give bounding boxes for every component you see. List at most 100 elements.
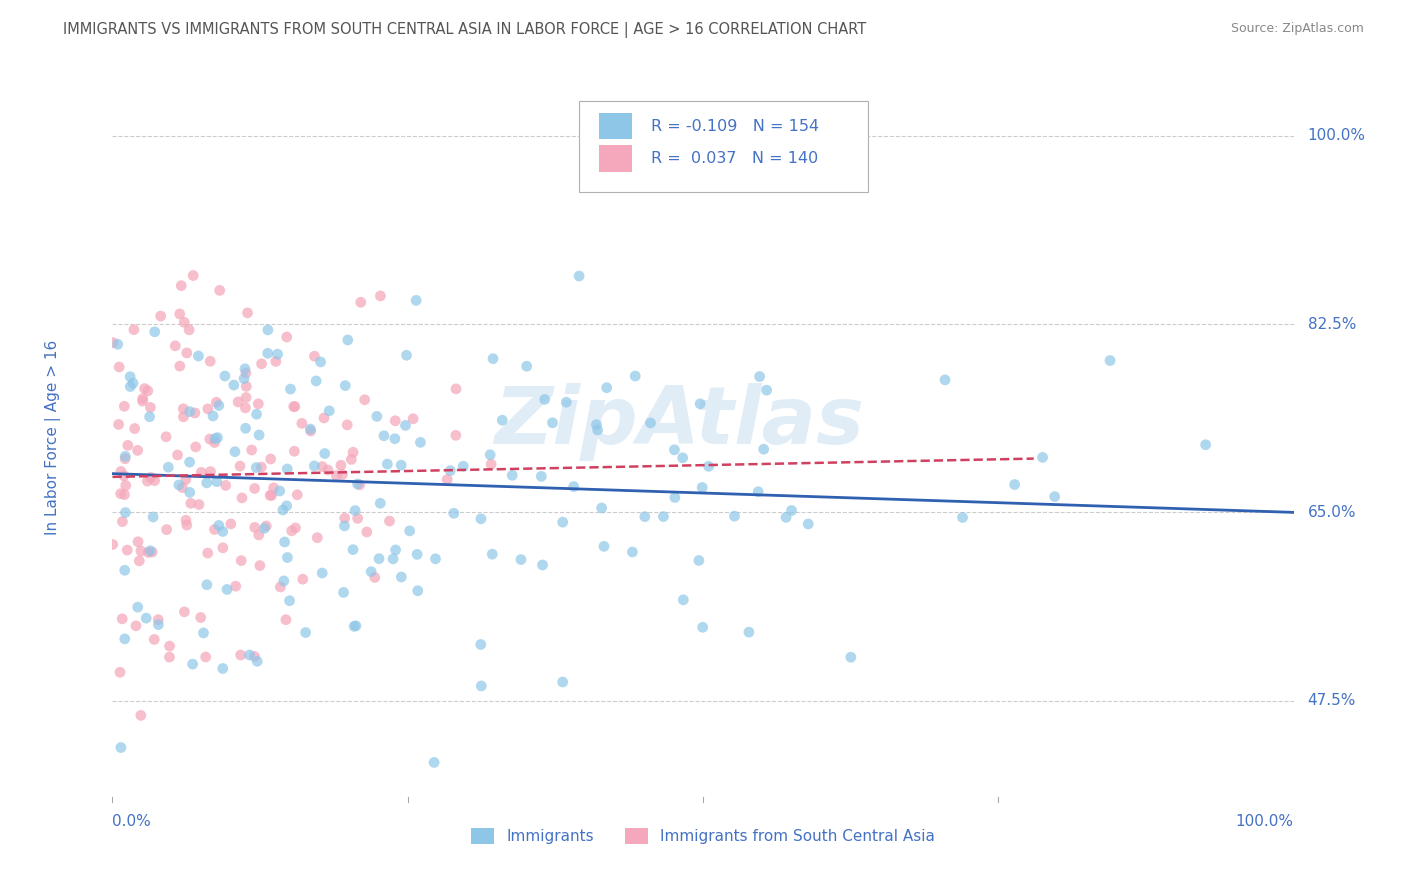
Point: [211, 661, 233, 675]
Point: [283, 400, 305, 414]
Point: [198, 432, 221, 446]
Point: [360, 565, 382, 579]
Point: [541, 416, 564, 430]
Point: [336, 417, 359, 432]
Point: [634, 509, 657, 524]
Point: [356, 524, 378, 539]
Point: [197, 401, 219, 416]
Point: [165, 339, 187, 353]
Point: [124, 421, 146, 435]
Point: [111, 515, 134, 529]
Point: [114, 450, 136, 464]
Point: [129, 544, 152, 558]
Point: [775, 510, 797, 524]
Point: [652, 509, 675, 524]
Point: [238, 648, 260, 662]
Point: [214, 369, 236, 384]
Point: [307, 531, 329, 545]
Point: [136, 384, 159, 398]
Point: [110, 740, 132, 755]
Point: [219, 516, 242, 531]
Point: [305, 374, 328, 388]
Point: [250, 357, 273, 371]
Point: [231, 553, 253, 567]
Point: [551, 675, 574, 690]
Point: [193, 626, 215, 640]
Point: [260, 452, 283, 467]
Point: [202, 409, 225, 423]
Text: 100.0%: 100.0%: [1236, 814, 1294, 829]
Point: [159, 639, 181, 653]
Point: [179, 485, 201, 500]
Point: [269, 483, 291, 498]
Point: [107, 337, 129, 351]
Point: [343, 619, 366, 633]
Point: [273, 535, 295, 549]
Point: [107, 417, 129, 432]
Point: [697, 459, 720, 474]
Point: [179, 404, 201, 418]
Point: [233, 371, 256, 385]
Point: [344, 619, 367, 633]
Point: [159, 650, 181, 665]
Point: [479, 457, 502, 471]
Point: [311, 459, 333, 474]
Point: [148, 617, 170, 632]
Point: [247, 528, 270, 542]
Point: [283, 444, 305, 458]
Point: [172, 409, 194, 424]
Point: [187, 349, 209, 363]
FancyBboxPatch shape: [599, 113, 633, 139]
Point: [747, 484, 769, 499]
Point: [207, 431, 229, 445]
Point: [139, 470, 162, 484]
Point: [533, 392, 555, 407]
Point: [108, 665, 131, 680]
Point: [353, 392, 375, 407]
Point: [568, 268, 591, 283]
Point: [112, 468, 135, 483]
Point: [368, 496, 391, 510]
Point: [395, 348, 418, 362]
Point: [128, 554, 150, 568]
Point: [479, 448, 502, 462]
Point: [233, 361, 256, 376]
Point: [688, 553, 710, 567]
Point: [299, 424, 322, 438]
Point: [184, 440, 207, 454]
Point: [188, 498, 211, 512]
Point: [382, 552, 405, 566]
Text: R =  0.037   N = 140: R = 0.037 N = 140: [651, 151, 818, 166]
Point: [501, 468, 523, 483]
Point: [250, 460, 273, 475]
Point: [470, 679, 492, 693]
FancyBboxPatch shape: [579, 101, 869, 192]
Point: [304, 458, 326, 473]
Point: [664, 491, 686, 505]
Point: [173, 605, 195, 619]
Point: [155, 430, 177, 444]
Point: [690, 480, 713, 494]
Point: [344, 503, 367, 517]
Point: [259, 488, 281, 502]
Point: [245, 460, 267, 475]
Text: 0.0%: 0.0%: [112, 814, 152, 829]
Point: [748, 369, 770, 384]
Point: [752, 442, 775, 457]
Point: [167, 478, 190, 492]
Point: [738, 625, 761, 640]
Point: [143, 632, 166, 647]
Point: [384, 432, 406, 446]
Point: [755, 383, 778, 397]
Point: [366, 409, 388, 424]
Point: [346, 477, 368, 491]
Point: [114, 632, 136, 646]
Point: [169, 359, 191, 373]
Point: [510, 552, 533, 566]
Point: [139, 544, 162, 558]
Point: [596, 381, 619, 395]
Point: [333, 519, 356, 533]
Point: [190, 466, 212, 480]
Point: [439, 464, 461, 478]
Point: [370, 289, 392, 303]
